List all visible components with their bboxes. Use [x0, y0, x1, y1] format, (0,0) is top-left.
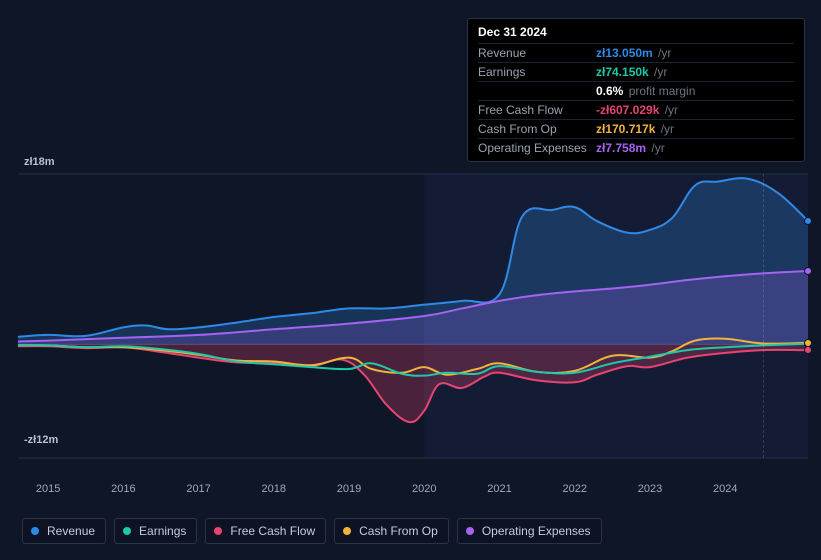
- legend-dot-icon: [31, 527, 39, 535]
- x-axis-tick: 2022: [563, 483, 587, 495]
- chart-tooltip: Dec 31 2024 Revenuezł13.050m /yrEarnings…: [467, 18, 805, 162]
- tooltip-value: zł13.050m /yr: [596, 46, 671, 60]
- tooltip-row: 0.6% profit margin: [478, 81, 794, 100]
- x-axis-tick: 2023: [638, 483, 662, 495]
- tooltip-value: 0.6% profit margin: [596, 84, 695, 98]
- marker-line: [763, 174, 764, 458]
- x-axis-tick: 2015: [36, 483, 60, 495]
- tooltip-date: Dec 31 2024: [478, 25, 794, 43]
- tooltip-label: Free Cash Flow: [478, 103, 596, 117]
- x-axis-tick: 2021: [487, 483, 511, 495]
- chart-svg: [18, 158, 808, 478]
- legend-item-revenue[interactable]: Revenue: [22, 518, 106, 544]
- legend-label: Revenue: [47, 524, 95, 538]
- legend-label: Earnings: [139, 524, 186, 538]
- tooltip-label: Revenue: [478, 46, 596, 60]
- legend-item-opex[interactable]: Operating Expenses: [457, 518, 602, 544]
- tooltip-row: Revenuezł13.050m /yr: [478, 43, 794, 62]
- series-end-dot: [804, 267, 812, 275]
- series-end-dot: [804, 217, 812, 225]
- series-end-dot: [804, 339, 812, 347]
- chart-area[interactable]: zł18m -zł12m: [18, 158, 808, 478]
- chart-legend: Revenue Earnings Free Cash Flow Cash From O…: [22, 518, 602, 544]
- x-axis-tick: 2024: [713, 483, 737, 495]
- tooltip-value: zł74.150k /yr: [596, 65, 667, 79]
- tooltip-value: -zł607.029k /yr: [596, 103, 678, 117]
- tooltip-value: zł170.717k /yr: [596, 122, 674, 136]
- tooltip-row: Free Cash Flow-zł607.029k /yr: [478, 100, 794, 119]
- x-axis-tick: 2019: [337, 483, 361, 495]
- x-axis-tick: 2020: [412, 483, 436, 495]
- x-axis: 2015 2016 2017 2018 2019 2020 2021 2022 2023 2024: [18, 483, 808, 503]
- y-axis-top-label: zł18m: [24, 156, 55, 168]
- legend-label: Operating Expenses: [482, 524, 591, 538]
- legend-dot-icon: [466, 527, 474, 535]
- tooltip-label: Cash From Op: [478, 122, 596, 136]
- legend-dot-icon: [123, 527, 131, 535]
- x-axis-tick: 2017: [186, 483, 210, 495]
- legend-item-fcf[interactable]: Free Cash Flow: [205, 518, 326, 544]
- series-end-dot: [804, 346, 812, 354]
- legend-dot-icon: [214, 527, 222, 535]
- legend-item-cfop[interactable]: Cash From Op: [334, 518, 449, 544]
- x-axis-tick: 2016: [111, 483, 135, 495]
- legend-item-earnings[interactable]: Earnings: [114, 518, 197, 544]
- legend-label: Cash From Op: [359, 524, 438, 538]
- y-axis-bottom-label: -zł12m: [24, 434, 58, 446]
- tooltip-label: Earnings: [478, 65, 596, 79]
- tooltip-row: Cash From Opzł170.717k /yr: [478, 119, 794, 138]
- tooltip-value: zł7.758m /yr: [596, 141, 665, 155]
- tooltip-label: [478, 84, 596, 98]
- x-axis-tick: 2018: [262, 483, 286, 495]
- tooltip-row: Earningszł74.150k /yr: [478, 62, 794, 81]
- legend-label: Free Cash Flow: [230, 524, 315, 538]
- legend-dot-icon: [343, 527, 351, 535]
- tooltip-label: Operating Expenses: [478, 141, 596, 155]
- tooltip-row: Operating Expenseszł7.758m /yr: [478, 138, 794, 157]
